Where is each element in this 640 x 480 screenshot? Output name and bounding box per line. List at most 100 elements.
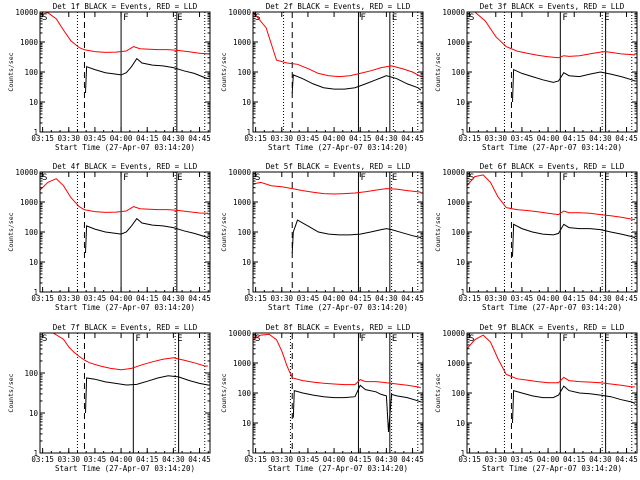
series-line-lld xyxy=(40,332,208,371)
y-tick-label: 100 xyxy=(24,228,38,237)
panel-title: Det 5f BLACK = Events, RED = LLD xyxy=(266,162,411,171)
marker-label: F xyxy=(123,173,128,183)
plot-frame xyxy=(252,11,424,133)
marker-label: S xyxy=(469,334,474,344)
series-line-events xyxy=(85,57,209,94)
marker-label: F xyxy=(562,173,567,183)
y-tick-label: 10 xyxy=(456,258,466,267)
x-axis-label: Start Time (27-Apr-07 03:14:20) xyxy=(55,143,195,152)
x-tick-label: 04:30 xyxy=(589,134,612,143)
x-tick-label: 03:45 xyxy=(297,134,320,143)
y-axis-label: Counts/sec xyxy=(220,212,228,251)
series-line-lld xyxy=(252,333,422,389)
y-tick-label: 1000 xyxy=(233,359,252,368)
series-line-events xyxy=(291,219,422,254)
marker-label: E xyxy=(392,334,397,344)
y-tick-label: 10 xyxy=(242,258,252,267)
x-tick-label: 04:45 xyxy=(188,294,211,303)
y-tick-label: 1000 xyxy=(447,198,466,207)
x-tick-label: 03:15 xyxy=(31,455,54,464)
panel-det-3f: Det 3f BLACK = Events, RED = LLD S F E 03:15… xyxy=(434,2,638,152)
marker-label: S xyxy=(255,173,260,183)
y-tick-label: 1 xyxy=(33,128,38,137)
y-tick-label: 10000 xyxy=(228,329,251,338)
panel-det-6f: Det 6f BLACK = Events, RED = LLD S F E 03:15… xyxy=(434,162,638,312)
y-tick-label: 1000 xyxy=(233,198,252,207)
y-axis-label: Counts/sec xyxy=(7,373,15,412)
marker-label: F xyxy=(562,13,567,23)
y-tick-label: 100 xyxy=(237,228,251,237)
series-line-events xyxy=(291,74,422,94)
x-tick-label: 04:00 xyxy=(323,294,346,303)
y-tick-label: 10000 xyxy=(228,8,251,17)
plot-frame xyxy=(466,11,638,133)
series-line-lld xyxy=(467,11,635,59)
y-tick-label: 1000 xyxy=(233,38,252,47)
x-tick-label: 03:30 xyxy=(484,134,507,143)
x-tick-label: 04:30 xyxy=(375,294,398,303)
panel-det-8f: Det 8f BLACK = Events, RED = LLD S F E 03:15… xyxy=(220,323,424,473)
x-tick-label: 04:15 xyxy=(563,455,586,464)
x-tick-label: 04:45 xyxy=(188,455,211,464)
marker-label: E xyxy=(177,173,182,183)
x-tick-label: 04:30 xyxy=(589,294,612,303)
panel-det-1f: Det 1f BLACK = Events, RED = LLD S F E 03:15… xyxy=(7,2,211,152)
y-tick-label: 10 xyxy=(456,98,466,107)
y-axis-label: Counts/sec xyxy=(220,373,228,412)
x-axis-label: Start Time (27-Apr-07 03:14:20) xyxy=(268,143,408,152)
y-tick-label: 1000 xyxy=(447,359,466,368)
y-tick-label: 10 xyxy=(29,98,39,107)
x-tick-label: 04:15 xyxy=(136,134,159,143)
plot-frame xyxy=(252,171,424,293)
x-axis-label: Start Time (27-Apr-07 03:14:20) xyxy=(482,143,622,152)
x-axis-label: Start Time (27-Apr-07 03:14:20) xyxy=(268,464,408,473)
y-tick-label: 100 xyxy=(24,369,38,378)
x-tick-label: 03:15 xyxy=(244,455,267,464)
series-line-lld xyxy=(466,334,635,388)
x-tick-label: 04:30 xyxy=(162,134,185,143)
panel-det-5f: Det 5f BLACK = Events, RED = LLD S F E 03:15… xyxy=(220,162,424,312)
series-line-lld xyxy=(252,11,422,78)
series-line-events xyxy=(85,217,209,254)
x-axis-label: Start Time (27-Apr-07 03:14:20) xyxy=(55,464,195,473)
x-tick-label: 03:15 xyxy=(458,294,481,303)
panel-det-4f: Det 4f BLACK = Events, RED = LLD S F E 03:15… xyxy=(7,162,211,312)
plot-frame xyxy=(252,332,424,454)
marker-label: F xyxy=(135,334,140,344)
panel-title: Det 9f BLACK = Events, RED = LLD xyxy=(480,323,625,332)
x-tick-label: 03:30 xyxy=(57,134,80,143)
x-tick-label: 04:30 xyxy=(162,294,185,303)
x-tick-label: 03:15 xyxy=(31,294,54,303)
x-tick-label: 04:45 xyxy=(615,294,638,303)
series-line-events xyxy=(512,68,636,103)
x-tick-label: 04:30 xyxy=(162,455,185,464)
x-tick-label: 04:15 xyxy=(349,134,372,143)
x-tick-label: 03:15 xyxy=(458,134,481,143)
x-tick-label: 03:45 xyxy=(84,294,107,303)
x-tick-label: 03:30 xyxy=(57,455,80,464)
x-tick-label: 04:45 xyxy=(401,134,424,143)
panel-det-9f: Det 9f BLACK = Events, RED = LLD S F E 03:15… xyxy=(434,323,638,473)
x-tick-label: 03:45 xyxy=(511,455,534,464)
y-tick-label: 1 xyxy=(246,449,251,458)
series-line-lld xyxy=(39,178,208,214)
y-tick-label: 1 xyxy=(246,128,251,137)
x-tick-label: 03:45 xyxy=(511,294,534,303)
y-tick-label: 1 xyxy=(460,449,465,458)
x-tick-label: 04:00 xyxy=(323,455,346,464)
x-tick-label: 04:00 xyxy=(537,294,560,303)
y-tick-label: 1 xyxy=(460,128,465,137)
panel-det-7f: Det 7f BLACK = Events, RED = LLD S F E 03:15… xyxy=(7,323,211,473)
y-tick-label: 1 xyxy=(33,449,38,458)
x-axis-label: Start Time (27-Apr-07 03:14:20) xyxy=(55,303,195,312)
y-tick-label: 10000 xyxy=(442,329,465,338)
panel-title: Det 2f BLACK = Events, RED = LLD xyxy=(266,2,411,11)
x-tick-label: 03:30 xyxy=(270,294,293,303)
x-tick-label: 04:45 xyxy=(188,134,211,143)
panel-title: Det 8f BLACK = Events, RED = LLD xyxy=(266,323,411,332)
series-line-lld xyxy=(39,12,208,55)
marker-label: S xyxy=(255,334,260,344)
x-tick-label: 04:15 xyxy=(136,294,159,303)
